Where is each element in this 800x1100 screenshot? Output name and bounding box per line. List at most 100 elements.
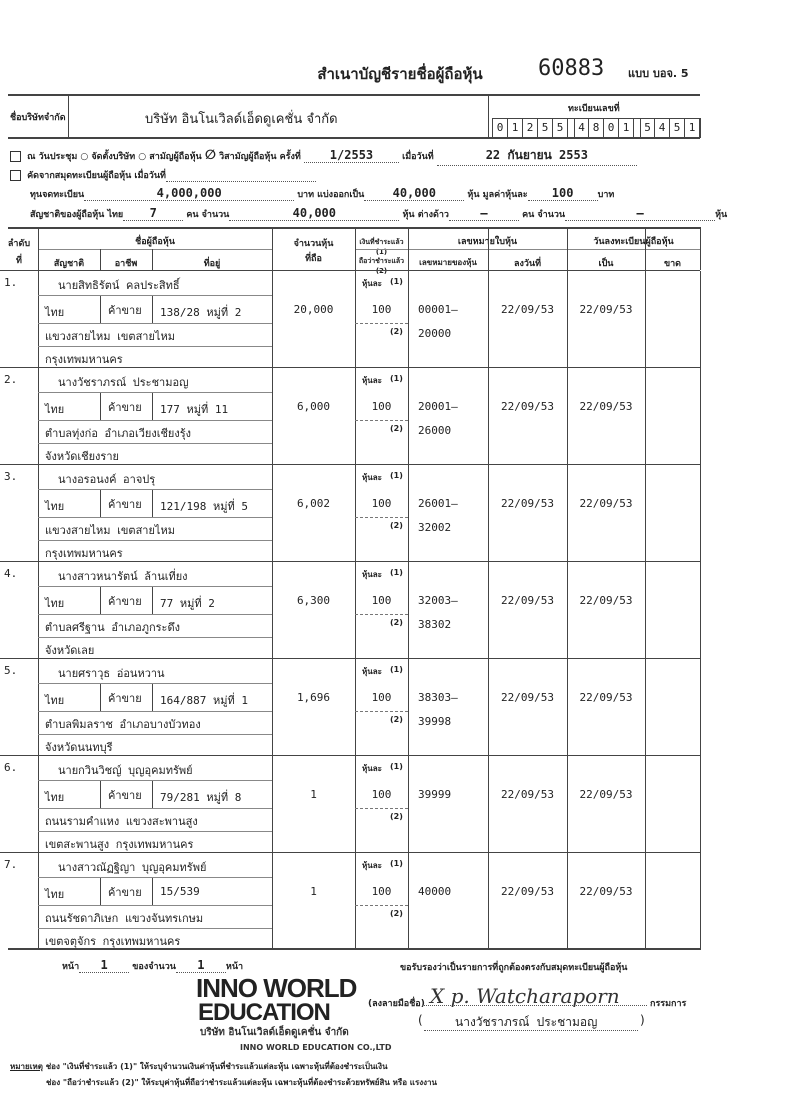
nationality: ไทย	[45, 597, 65, 610]
shareholder-name: นายกวินวิชญ์ บุญอุคมทรัพย์	[58, 764, 193, 777]
document-title: สำเนาบัญชีรายชื่อผู้ถือหุ้น	[317, 65, 483, 83]
address-line-2: แขวงสายไหม เขตสายไหม	[45, 330, 175, 343]
row-number: 7.	[4, 858, 18, 871]
certificate-from: 32003–	[418, 594, 458, 607]
company-label: ชื่อบริษัทจำกัด	[10, 113, 66, 123]
nationality: ไทย	[45, 500, 65, 513]
meeting-line: ณ วันประชุม ○ จัดตั้งบริษัท ○ สามัญผู้ถื…	[10, 146, 637, 166]
form-number: 60883	[538, 56, 605, 81]
shareholder-name: นางวัชราภรณ์ ประชามอญ	[58, 376, 189, 389]
signer-name: นางวัชราภรณ์ ประชามอญ	[455, 1015, 598, 1029]
table-row: 6. นายกวินวิชญ์ บุญอุคมทรัพย์ไทย ค้าขาย 79/…	[0, 755, 701, 853]
shareholder-name: นายศราวุธ อ่อนหวาน	[58, 667, 165, 680]
address-line-3: จังหวัดเลย	[45, 644, 95, 657]
certificate-to: 26000	[418, 424, 452, 437]
address-line-3: เขตจตุจักร กรุงเทพมหานคร	[45, 935, 181, 948]
certificate-from: 40000	[418, 885, 452, 898]
registration-date: 22/09/53	[579, 788, 633, 801]
registration-date: 22/09/53	[579, 594, 633, 607]
address-line-3: กรุงเทพมหานคร	[45, 547, 123, 560]
registration-digit: 1	[685, 119, 700, 137]
shareholder-name: นางอรอนงค์ อาจปรุ	[58, 473, 156, 486]
paid-mark-1: (1)	[390, 374, 403, 383]
per-share-label: หุ้นละ	[362, 570, 382, 579]
paid-amount: 100	[371, 885, 392, 898]
address-line-2: ตำบลพิมลราช อำเภอบางบัวทอง	[45, 718, 201, 731]
meeting-checkbox[interactable]	[10, 151, 21, 162]
address-line-1: 138/28 หมู่ที่ 2	[160, 306, 242, 319]
row-number: 4.	[4, 567, 18, 580]
registration-digit: 5	[553, 119, 568, 137]
capital-line: ทุนจดทะเบียน 4,000,000 บาท แบ่งออกเป็น 40,…	[30, 186, 615, 201]
paid-mark-1: (1)	[390, 859, 403, 868]
paid-mark-2: (2)	[390, 521, 403, 530]
registration-digit: 2	[523, 119, 538, 137]
paid-mark-2: (2)	[390, 618, 403, 627]
signature: X p. Watcharaporn	[430, 984, 620, 1008]
address-line-3: กรุงเทพมหานคร	[45, 353, 123, 366]
row-number: 5.	[4, 664, 18, 677]
paid-amount: 100	[371, 497, 392, 510]
company-logo: INNO WORLD EDUCATION	[196, 973, 357, 1026]
registration-digit: 5	[538, 119, 553, 137]
table-row: 2. นางวัชราภรณ์ ประชามอญ ไทย ค้าขาย 177 หมู่…	[0, 367, 701, 465]
certificate-from: 39999	[418, 788, 452, 801]
shares-held: 6,002	[296, 497, 331, 510]
paid-mark-1: (1)	[390, 568, 403, 577]
registration-digit: 0	[604, 119, 619, 137]
paid-mark-1: (1)	[390, 471, 403, 480]
occupation: ค้าขาย	[108, 595, 142, 608]
per-share-label: หุ้นละ	[362, 376, 382, 385]
per-share-label: หุ้นละ	[362, 764, 382, 773]
address-line-3: จังหวัดเชียงราย	[45, 450, 119, 463]
shares-held: 1	[310, 788, 317, 801]
occupation: ค้าขาย	[108, 304, 142, 317]
registration-date: 22/09/53	[579, 691, 633, 704]
occupation: ค้าขาย	[108, 692, 142, 705]
paid-mark-2: (2)	[390, 909, 403, 918]
company-name: บริษัท อินโนเวิลด์เอ็ดดูเคชั่น จำกัด	[145, 112, 338, 127]
note-2: ช่อง "ถือว่าชำระแล้ว (2)" ให้ระบุค่าหุ้น…	[46, 1078, 438, 1087]
certificate-to: 39998	[418, 715, 452, 728]
certificate-date: 22/09/53	[501, 885, 554, 898]
registration-digit: 5	[640, 119, 655, 137]
table-row: 4. นางสาวหนารัตน์ ล้านเที่ยง ไทย ค้าขาย 77 ห…	[0, 561, 701, 659]
address-line-3: เขตสะพานสูง กรุงเทพมหานคร	[45, 838, 194, 851]
registration-digit: 4	[655, 119, 670, 137]
nationality: ไทย	[45, 306, 65, 319]
paid-mark-2: (2)	[390, 715, 403, 724]
certificate-from: 26001–	[418, 497, 458, 510]
paid-amount: 100	[371, 788, 392, 801]
address-line-1: 177 หมู่ที่ 11	[160, 403, 229, 416]
address-line-3: จังหวัดนนทบุรี	[45, 741, 113, 754]
registration-digit: 5	[670, 119, 685, 137]
certificate-date: 22/09/53	[501, 788, 554, 801]
paid-mark-1: (1)	[390, 277, 403, 286]
certificate-from: 20001–	[418, 400, 458, 413]
paid-mark-2: (2)	[390, 812, 403, 821]
address-line-1: 164/887 หมู่ที่ 1	[160, 694, 248, 707]
table-row: 1. นายสิทธิรัตน์ คลประสิทธิ์ ไทย ค้าขาย 138/…	[0, 270, 701, 368]
registration-digit: 1	[619, 119, 634, 137]
nationality: ไทย	[45, 791, 65, 804]
paid-mark-1: (1)	[390, 762, 403, 771]
address-line-1: 121/198 หมู่ที่ 5	[160, 500, 248, 513]
per-share-label: หุ้นละ	[362, 667, 382, 676]
shares-held: 20,000	[293, 303, 334, 316]
per-share-label: หุ้นละ	[362, 279, 382, 288]
registration-label: ทะเบียนเลขที่	[568, 104, 620, 114]
registration-digit: 4	[574, 119, 589, 137]
shares-held: 6,000	[296, 400, 331, 413]
copy-checkbox[interactable]	[10, 170, 21, 181]
registration-date: 22/09/53	[579, 497, 633, 510]
occupation: ค้าขาย	[108, 789, 142, 802]
table-row: 3. นางอรอนงค์ อาจปรุ ไทย ค้าขาย 121/198 หมู่…	[0, 464, 701, 562]
occupation: ค้าขาย	[108, 886, 142, 899]
row-number: 6.	[4, 761, 18, 774]
certificate-date: 22/09/53	[501, 303, 554, 316]
shares-held: 6,300	[296, 594, 331, 607]
registration-digit: 0	[493, 119, 508, 137]
address-line-2: แขวงสายไหม เขตสายไหม	[45, 524, 175, 537]
address-line-1: 79/281 หมู่ที่ 8	[160, 791, 242, 804]
paid-amount: 100	[371, 691, 392, 704]
